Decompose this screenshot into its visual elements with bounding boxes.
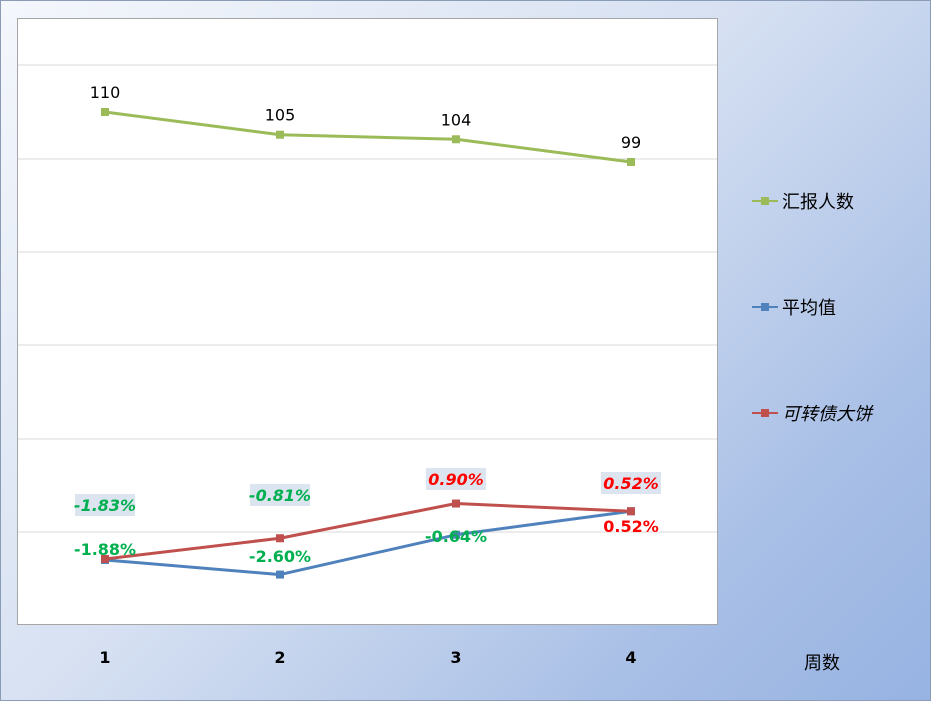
- data-label-reporters: 104: [441, 110, 472, 129]
- data-label-convertible-bond: 0.90%: [428, 470, 484, 489]
- legend-label-average: 平均值: [782, 298, 836, 319]
- series-line-0: [104, 110, 632, 164]
- data-label-reporters: 99: [621, 133, 641, 152]
- data-label-average: -0.64%: [425, 527, 487, 546]
- data-point-1-1: [276, 570, 284, 579]
- data-label-box-convertible-bond: [250, 484, 310, 506]
- x-tick-label: 4: [625, 648, 636, 667]
- data-point-2-1: [276, 534, 284, 543]
- data-label-average: -2.60%: [249, 547, 311, 566]
- data-point-0-2: [452, 135, 460, 144]
- data-point-0-1: [276, 130, 284, 139]
- data-point-0-0: [101, 108, 109, 116]
- x-tick-label: 2: [274, 648, 285, 667]
- data-label-box-convertible-bond: [75, 494, 135, 516]
- legend-item-average: 平均值: [752, 295, 836, 319]
- legend-swatch-reporters: [752, 197, 778, 205]
- legend-label-reporters: 汇报人数: [782, 192, 854, 213]
- legend-swatch-average: [752, 303, 778, 311]
- data-point-2-3: [627, 507, 635, 516]
- legend-item-convertible-bond: 可转债大饼: [752, 401, 872, 425]
- data-label-reporters: 110: [90, 83, 121, 102]
- x-axis-title: 周数: [804, 653, 840, 674]
- data-label-convertible-bond: -1.83%: [74, 496, 136, 515]
- data-point-1-2: [452, 530, 460, 539]
- series-line-2: [104, 502, 632, 561]
- data-point-0-3: [627, 157, 635, 166]
- plot-area: [17, 18, 718, 625]
- legend-item-reporters: 汇报人数: [752, 189, 854, 213]
- x-tick-label: 3: [450, 648, 461, 667]
- data-point-2-2: [452, 499, 460, 508]
- data-label-convertible-bond: -0.81%: [249, 486, 311, 505]
- data-label-average: -1.88%: [74, 540, 136, 559]
- data-label-average: 0.52%: [603, 517, 659, 536]
- data-label-box-convertible-bond: [426, 468, 486, 490]
- legend-swatch-convertible-bond: [752, 409, 778, 417]
- data-label-convertible-bond: 0.52%: [603, 474, 659, 493]
- series-line-1: [104, 509, 632, 577]
- data-point-2-0: [101, 554, 109, 563]
- x-tick-label: 1: [99, 648, 110, 667]
- legend-label-convertible-bond: 可转债大饼: [782, 404, 872, 425]
- data-label-box-convertible-bond: [601, 472, 661, 494]
- data-label-reporters: 105: [265, 106, 296, 125]
